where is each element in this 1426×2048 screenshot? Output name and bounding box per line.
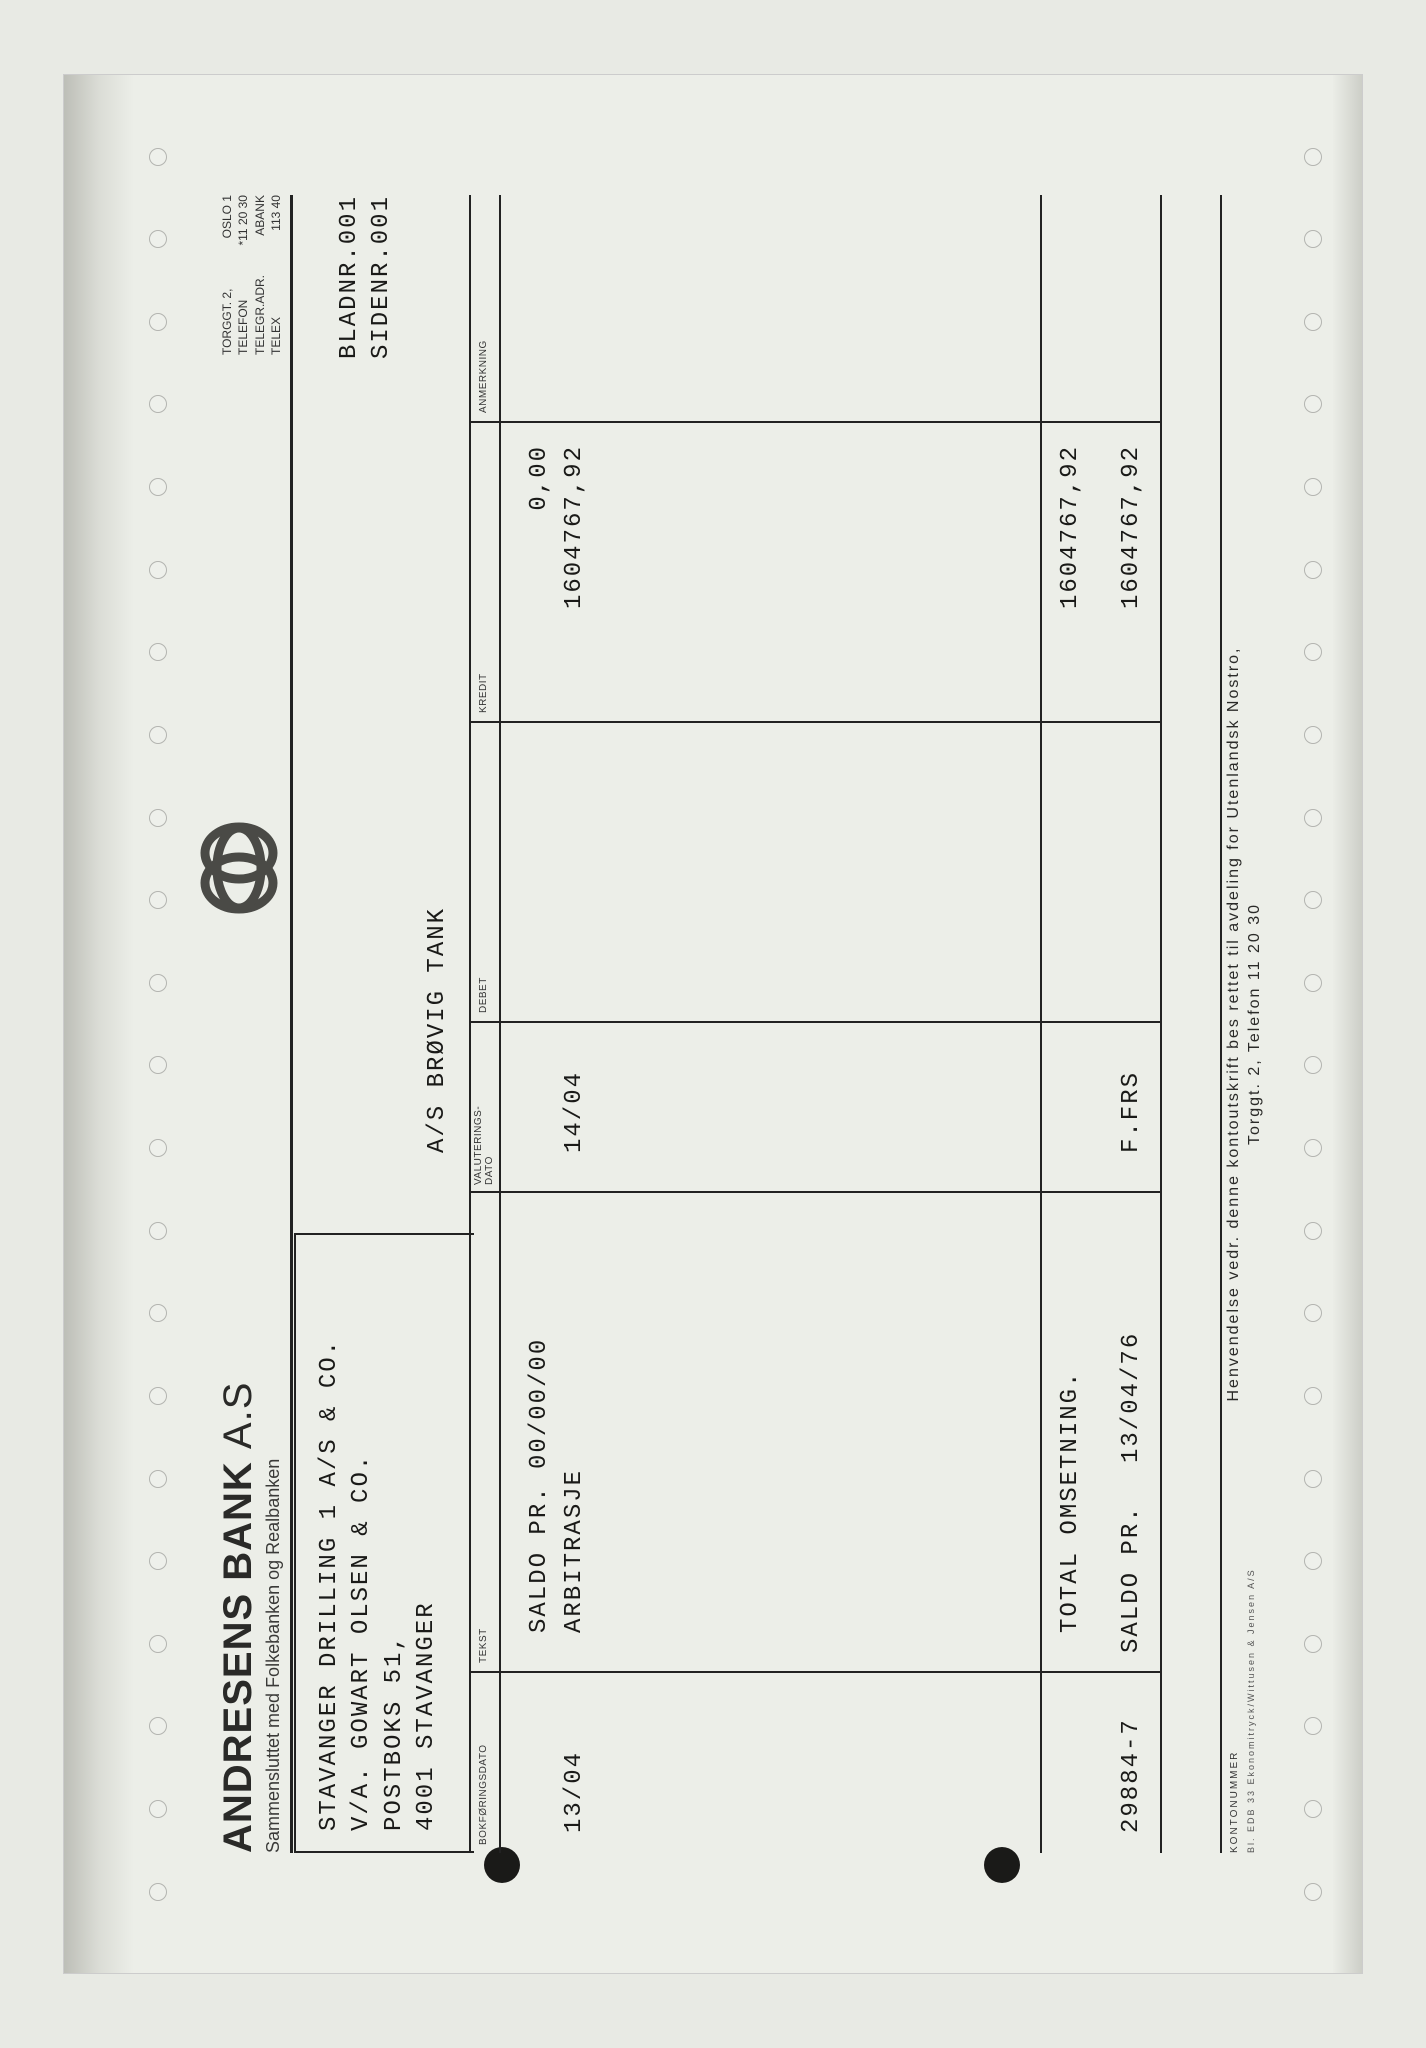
- statement-page: ANDRESENS BANK A.S Sammensluttet med Fol…: [63, 74, 1363, 1974]
- col-bokforing: BOKFØRINGSDATO: [478, 1744, 489, 1845]
- col-debet: DEBET: [478, 977, 489, 1013]
- column-headers: BOKFØRINGSDATO TEKST VALUTERINGS- DATO D…: [471, 195, 501, 1853]
- tekst-cell: SALDO PR. 00/00/00: [526, 1338, 553, 1633]
- tekst-cell: ARBITRASJE: [561, 1469, 588, 1633]
- total-kredit: 1604767,92: [1057, 445, 1084, 609]
- account-title: A/S BRØVIG TANK: [424, 907, 451, 1153]
- scan-noise-bottom: [1332, 75, 1362, 1973]
- col-kredit: KREDIT: [478, 673, 489, 713]
- statement-body: STAVANGER DRILLING 1 A/S & CO. V/A. GOWA…: [294, 195, 1222, 1853]
- bank-title: ANDRESENS BANK A.S Sammensluttet med Fol…: [216, 1382, 284, 1853]
- total-label: TOTAL OMSETNING.: [1057, 1371, 1084, 1633]
- saldo-label: SALDO PR.: [1118, 1505, 1145, 1653]
- konto-label: KONTONUMMER: [1229, 1751, 1240, 1853]
- saldo-amount: 1604767,92: [1118, 445, 1145, 609]
- addr-line: STAVANGER DRILLING 1 A/S & CO.: [314, 1255, 346, 1831]
- col-anmerkning: ANMERKNING: [478, 340, 489, 413]
- sprocket-holes-top: [149, 75, 167, 1973]
- saldo-currency: F.FRS: [1118, 1071, 1145, 1153]
- sprocket-holes-bottom: [1304, 75, 1322, 1973]
- letterhead: ANDRESENS BANK A.S Sammensluttet med Fol…: [194, 195, 293, 1853]
- addr-line: V/A. GOWART OLSEN & CO.: [346, 1255, 378, 1831]
- footer-rule: KONTONUMMER Bl. EDB 33 Ekonomitryck/Witt…: [1220, 195, 1222, 1853]
- val-cell: 14/04: [561, 1071, 588, 1153]
- blad-nr: BLADNR.001: [334, 195, 366, 359]
- bank-name: ANDRESENS BANK: [216, 1461, 260, 1853]
- bank-logo-icon: [194, 818, 284, 918]
- kredit-cell: 1604767,92: [561, 445, 588, 609]
- side-nr: SIDENR.001: [366, 195, 398, 359]
- saldo-date: 13/04/76: [1118, 1332, 1145, 1463]
- form-id: Bl. EDB 33 Ekonomitryck/Wittusen & Jense…: [1246, 1568, 1256, 1853]
- ledger-grid: BOKFØRINGSDATO TEKST VALUTERINGS- DATO D…: [469, 195, 1162, 1853]
- bank-suffix: A.S: [216, 1382, 260, 1449]
- addr-line: 4001 STAVANGER: [411, 1255, 443, 1831]
- addr-line: POSTBOKS 51,: [379, 1255, 411, 1831]
- footer-contact: Henvendelse vedr. denne kontoutskrift be…: [1224, 647, 1266, 1402]
- totals-row: TOTAL OMSETNING. 1604767,92: [1040, 195, 1100, 1853]
- contact-block: TORGGT. 2,OSLO 1 TELEFON*11 20 30 TELEGR…: [219, 195, 284, 355]
- konto-nr: 29884-7: [1118, 1718, 1145, 1833]
- bank-subtitle: Sammensluttet med Folkebanken og Realban…: [263, 1382, 284, 1853]
- page-meta: BLADNR.001 SIDENR.001: [334, 195, 399, 359]
- col-tekst: TEKST: [478, 1628, 489, 1663]
- col-valutering: VALUTERINGS- DATO: [473, 1106, 495, 1185]
- bok-cell: 13/04: [561, 1751, 588, 1833]
- recipient-address: STAVANGER DRILLING 1 A/S & CO. V/A. GOWA…: [294, 1233, 474, 1853]
- scan-noise-top: [64, 75, 134, 1973]
- kredit-cell: 0,00: [526, 445, 553, 511]
